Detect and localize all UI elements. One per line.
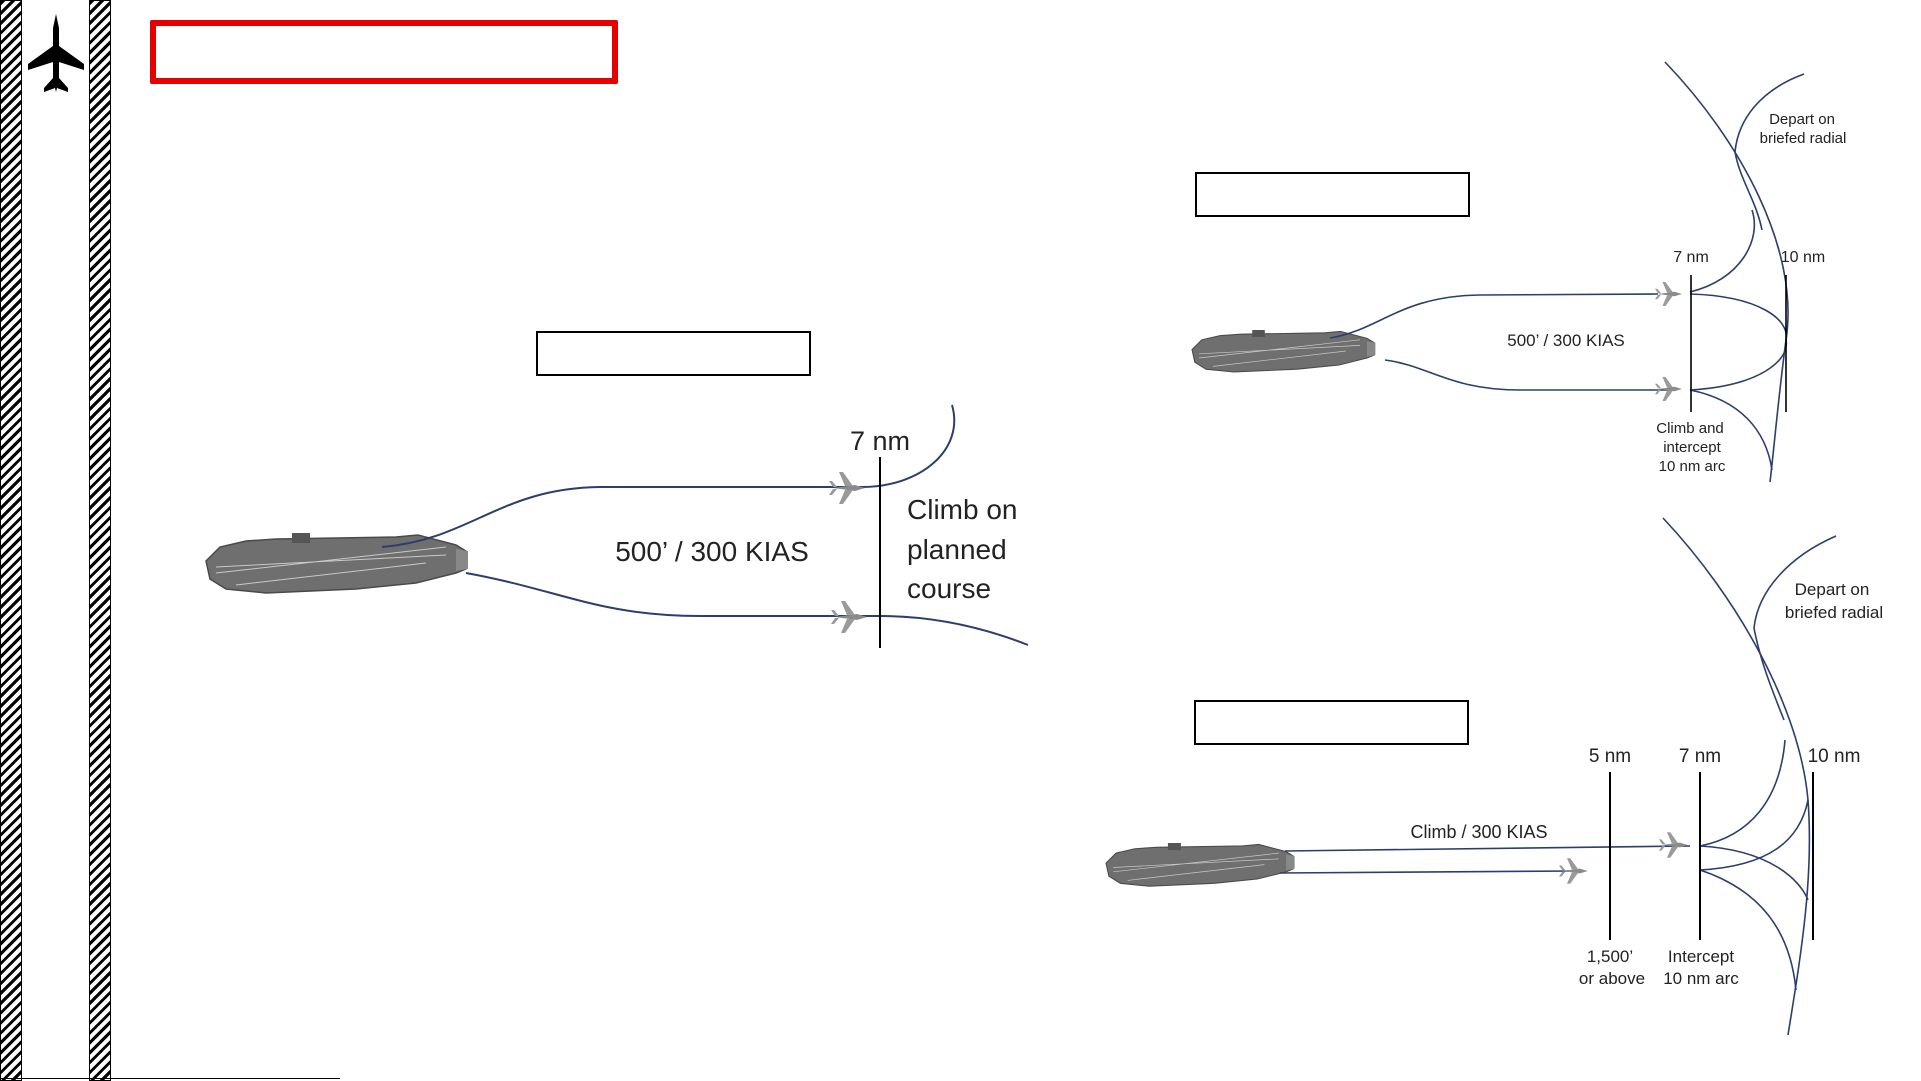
upper-turn xyxy=(1689,293,1788,341)
upper-route xyxy=(1284,845,1691,852)
seven-nm-label: 7 nm xyxy=(1673,249,1709,266)
depart-label-line-1: Depart on xyxy=(1769,111,1835,128)
lower-arc-intercept xyxy=(1689,389,1773,471)
label-box-a xyxy=(536,331,811,376)
jet-icon xyxy=(1655,282,1682,306)
depart-label-line-1: Depart on xyxy=(1795,580,1870,599)
lower-route xyxy=(1279,870,1576,874)
climb-label-line-2: intercept xyxy=(1663,439,1721,456)
carrier-icon xyxy=(1191,329,1376,373)
ten-nm-arc xyxy=(1662,517,1811,1036)
climb-label-line-3: 10 nm arc xyxy=(1659,458,1726,475)
label-box-c xyxy=(1194,700,1469,745)
altitude-label-line-1: 1,500’ xyxy=(1587,947,1633,966)
ten-nm-label: 10 nm xyxy=(1781,249,1825,266)
ten-nm-label: 10 nm xyxy=(1808,746,1861,767)
depart-label-line-2: briefed radial xyxy=(1760,130,1847,147)
jet-icon xyxy=(1659,832,1688,858)
altitude-label-line-2: or above xyxy=(1579,969,1645,988)
upper-arc-intercept xyxy=(1689,209,1756,293)
title-box xyxy=(150,20,618,84)
depart-radial-route xyxy=(1734,73,1805,231)
depart-radial-route xyxy=(1753,535,1837,721)
footer-rule xyxy=(0,1078,340,1079)
jet-icon xyxy=(831,601,867,633)
upper-route xyxy=(1329,293,1659,339)
diagram-a: 7 nm 500’ / 300 KIAS Climb on planned co… xyxy=(205,404,1029,648)
ten-nm-arc xyxy=(1664,61,1789,483)
jet-icon xyxy=(829,472,865,504)
lower-turn xyxy=(1689,339,1788,391)
diagram-b: 7 nm 10 nm 500’ / 300 KIAS Depart on bri… xyxy=(1191,61,1847,483)
lower-route xyxy=(465,572,1029,646)
speed-label: 500’ / 300 KIAS xyxy=(615,536,809,567)
seven-nm-label: 7 nm xyxy=(1679,746,1721,767)
climb-label-line-1: Climb on xyxy=(907,494,1017,525)
lower-turn xyxy=(1699,799,1809,871)
upper-arc-intercept xyxy=(1699,739,1786,847)
speed-label: Climb / 300 KIAS xyxy=(1410,822,1547,842)
climb-label-line-1: Climb and xyxy=(1656,420,1724,437)
carrier-icon xyxy=(1105,842,1296,887)
five-nm-label: 5 nm xyxy=(1589,746,1631,767)
seven-nm-label: 7 nm xyxy=(850,426,910,456)
intercept-label-line-2: 10 nm arc xyxy=(1663,969,1739,988)
upper-turn xyxy=(1699,845,1809,901)
carrier-icon xyxy=(205,532,469,594)
upper-climb-route xyxy=(861,404,956,488)
label-box-b xyxy=(1195,172,1470,217)
jet-icon xyxy=(1655,377,1682,401)
intercept-label-line-1: Intercept xyxy=(1668,947,1734,966)
jet-icon xyxy=(1559,858,1588,884)
lower-arc-intercept xyxy=(1699,869,1797,991)
upper-route xyxy=(381,486,862,548)
speed-label: 500’ / 300 KIAS xyxy=(1507,331,1625,350)
diagram-c: 5 nm 7 nm 10 nm Climb / 300 KIAS Depart … xyxy=(1105,517,1883,1036)
depart-label-line-2: briefed radial xyxy=(1785,603,1883,622)
climb-label-line-2: planned xyxy=(907,534,1007,565)
climb-label-line-3: course xyxy=(907,573,991,604)
fighter-jet-icon xyxy=(28,14,84,92)
lower-route xyxy=(1384,359,1668,391)
